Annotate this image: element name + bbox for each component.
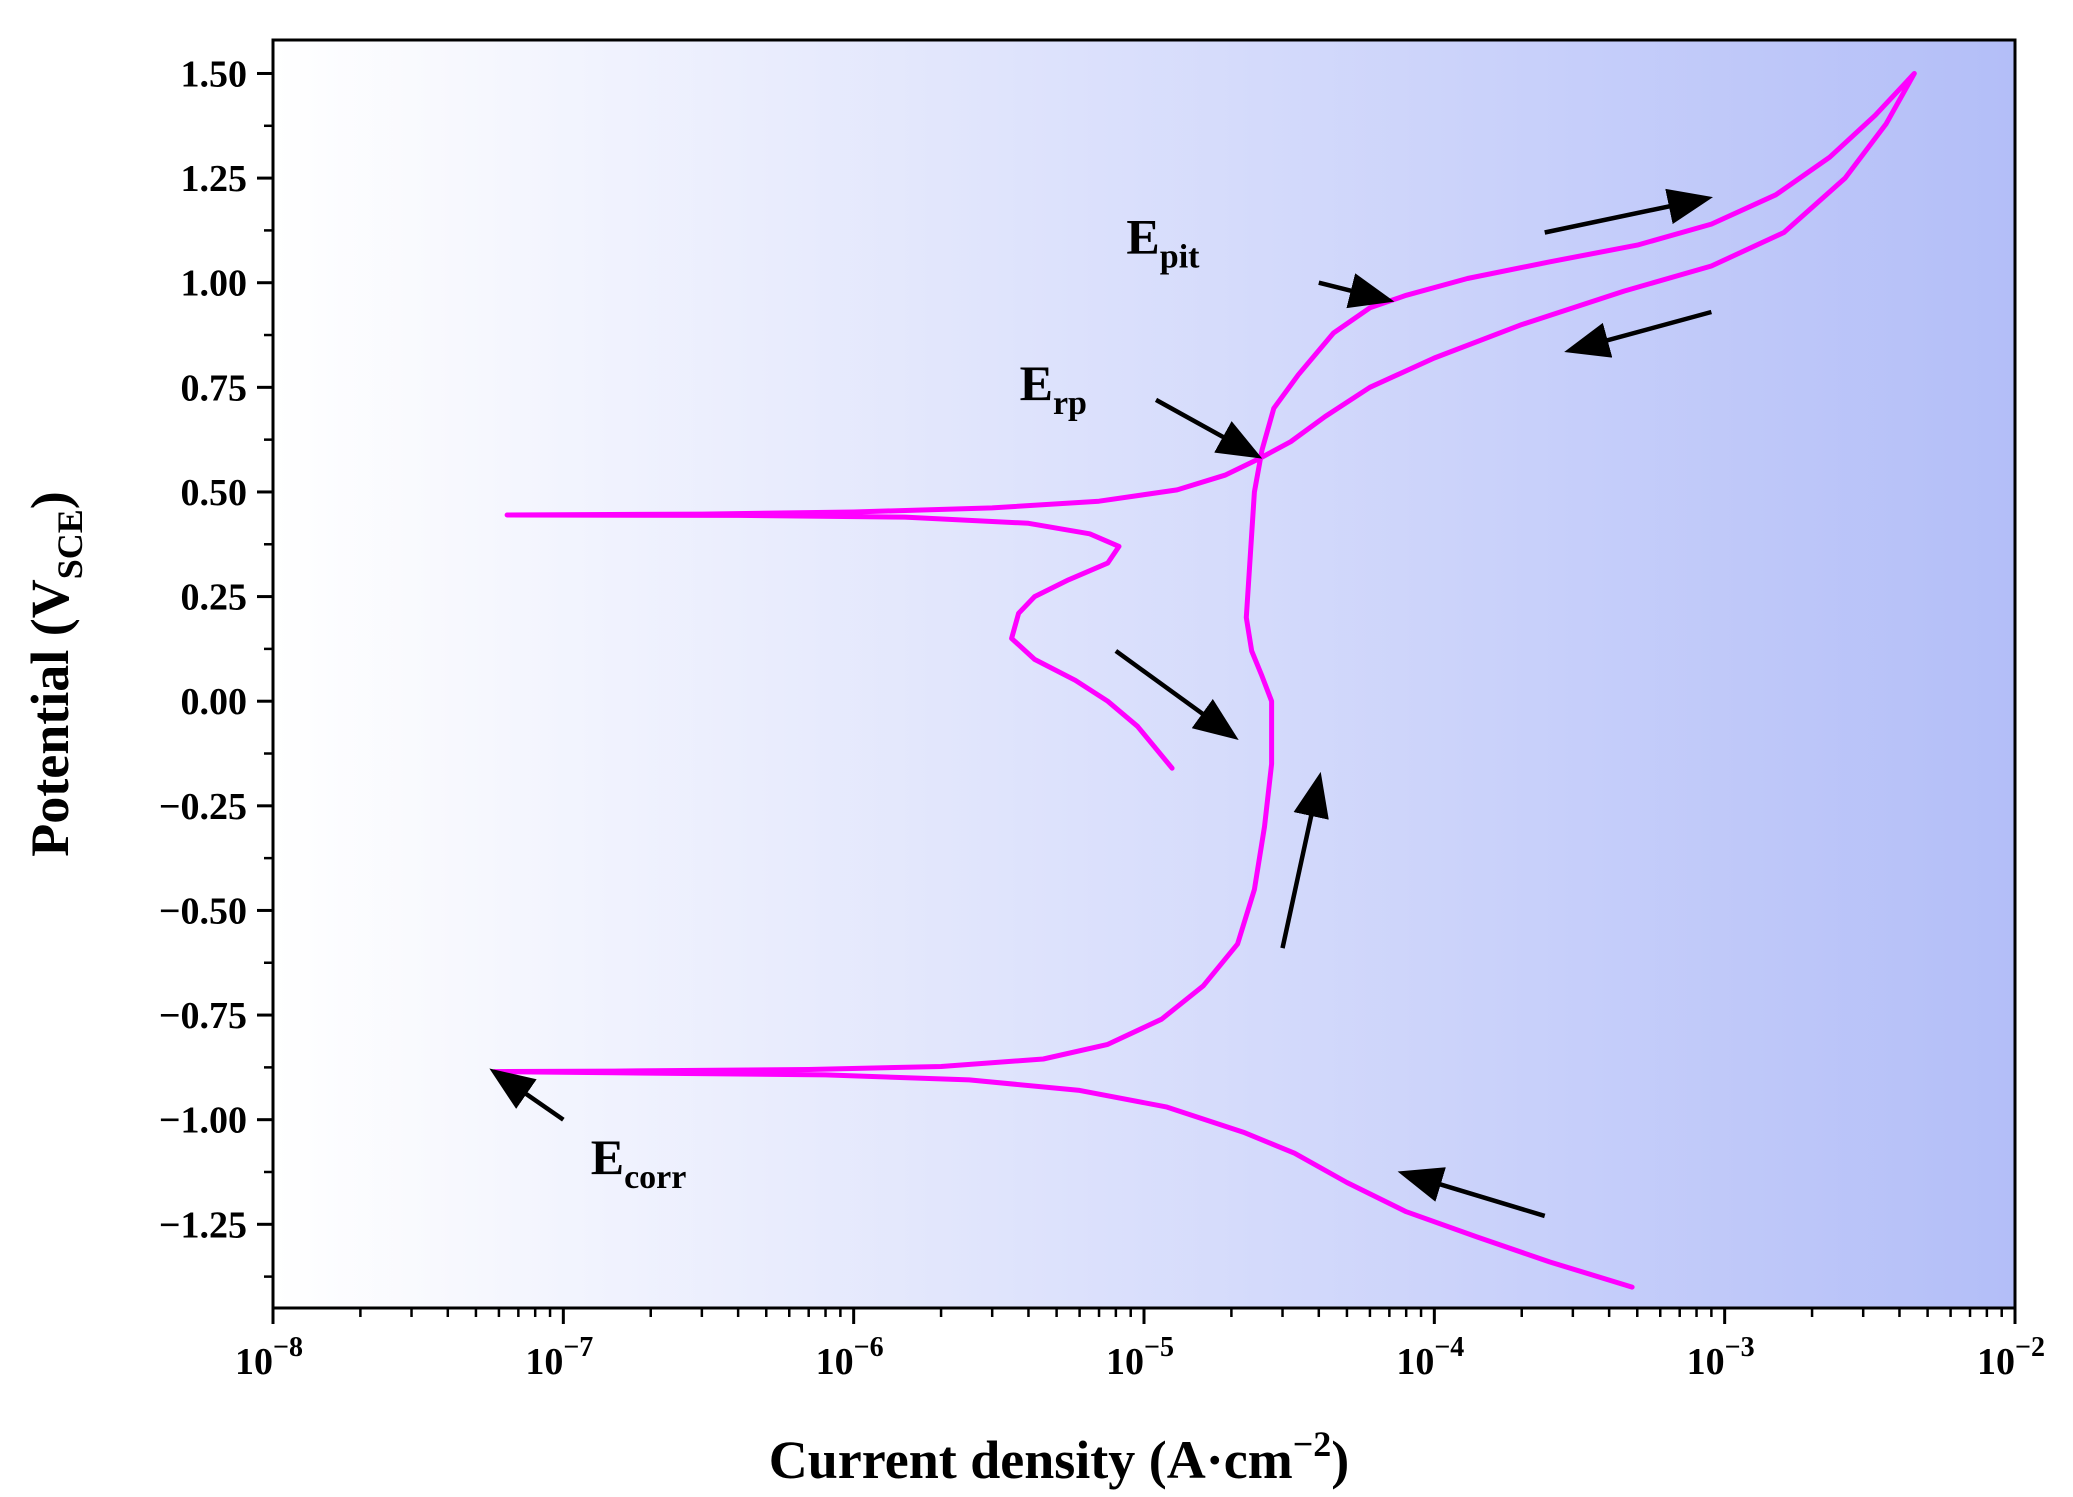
- annotation-pit: Epit: [1126, 208, 1200, 275]
- y-tick-label: 0.25: [181, 577, 248, 619]
- series-line-0: [492, 71, 1917, 1290]
- y-tick-label: −0.75: [159, 995, 247, 1037]
- y-tick-label: −1.00: [159, 1100, 247, 1142]
- x-tick-label: 10−7: [525, 1332, 593, 1383]
- x-tick-label: 10−2: [1977, 1332, 2045, 1383]
- y-tick-label: 1.25: [181, 158, 248, 200]
- x-tick-label: 10−4: [1396, 1332, 1464, 1383]
- y-tick-label: −0.25: [159, 786, 247, 828]
- direction-arrow-6: [1154, 397, 1263, 459]
- x-tick-label: 10−5: [1106, 1332, 1174, 1383]
- direction-arrow-4: [1397, 1167, 1546, 1219]
- x-axis: 10−8 10−7 10−6 10−5 10−4 10−3 10−2: [235, 1308, 2045, 1383]
- y-tick-label: 0.00: [181, 681, 248, 723]
- y-axis: 1.50 1.25 1.00 0.75 0.50 0.25 0.00 −0.25 −0.50 −0…: [159, 53, 273, 1278]
- curve-layer: [492, 71, 1917, 1290]
- arrow-layer: [489, 188, 1713, 1219]
- direction-arrow-0: [1114, 649, 1239, 740]
- direction-arrow-7: [489, 1068, 565, 1122]
- y-tick-label: 1.00: [181, 263, 248, 305]
- y-tick-label: −0.50: [159, 890, 247, 932]
- direction-arrow-5: [1318, 273, 1395, 309]
- direction-arrow-3: [1564, 309, 1712, 358]
- direction-arrow-2: [1544, 188, 1713, 235]
- annotation-rp: Erp: [1020, 355, 1087, 422]
- y-tick-label: 1.50: [181, 53, 248, 95]
- y-axis-title: Potential (VSCE): [20, 491, 90, 856]
- annotation-layer: Epit Erp Ecorr: [591, 208, 1200, 1196]
- y-tick-label: 0.50: [181, 472, 248, 514]
- y-tick-label: −1.25: [159, 1204, 247, 1246]
- direction-arrow-1: [1280, 771, 1329, 949]
- x-tick-label: 10−8: [235, 1332, 303, 1383]
- annotation-corr: Ecorr: [591, 1129, 687, 1196]
- y-tick-label: 0.75: [181, 367, 248, 409]
- x-axis-title: Current density (A·cm−2): [769, 1424, 1349, 1490]
- x-tick-label: 10−3: [1687, 1332, 1755, 1383]
- x-tick-label: 10−6: [816, 1332, 884, 1383]
